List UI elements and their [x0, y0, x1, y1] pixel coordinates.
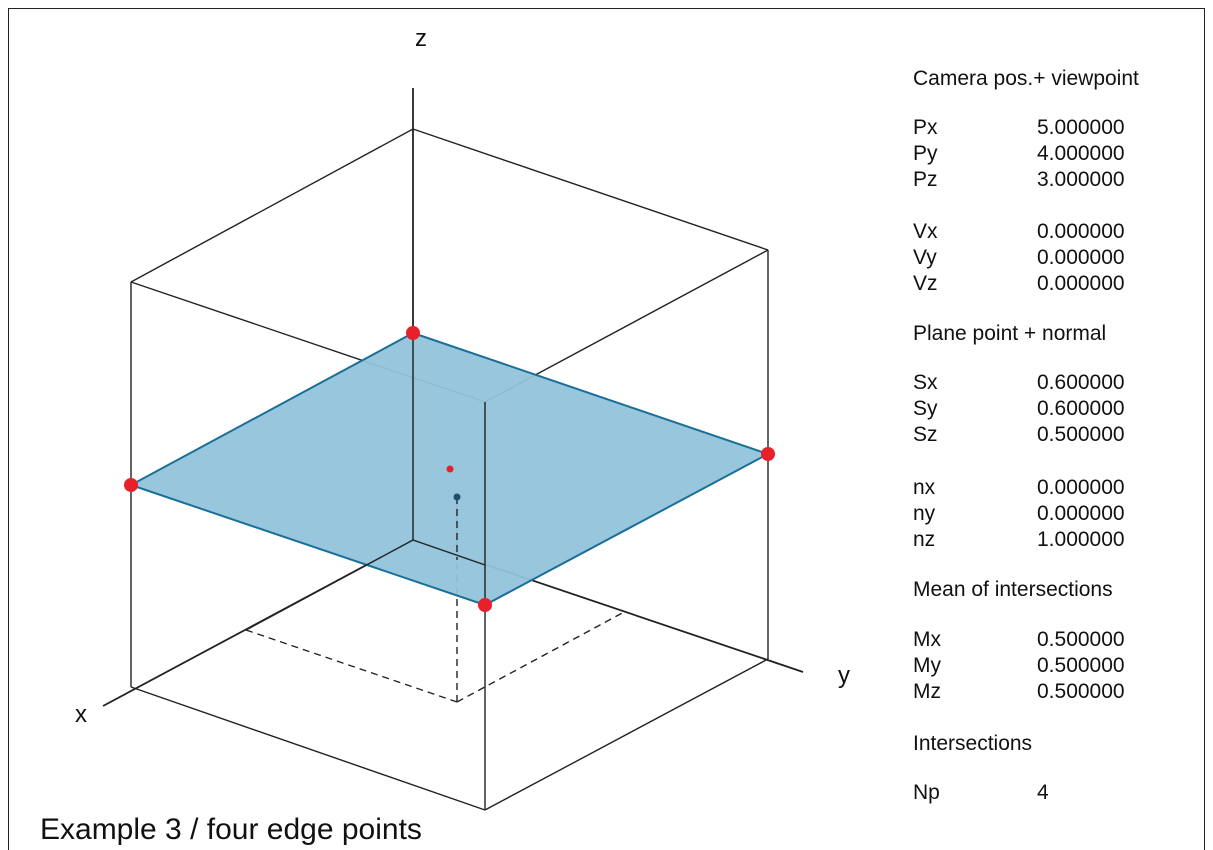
value-row-sy: Sy 0.600000	[913, 396, 1125, 422]
camera-viewpoint-values: Vx 0.000000 Vy 0.000000 Vz 0.000000	[913, 219, 1125, 297]
value-number: 4	[1037, 781, 1049, 804]
value-label: Sz	[913, 423, 938, 446]
value-number: 0.000000	[1037, 272, 1125, 295]
intersections-values: Np 4	[913, 780, 1049, 806]
value-number: 0.500000	[1037, 628, 1125, 651]
value-label: ny	[913, 502, 936, 525]
y-axis-line-through-plane	[412, 539, 486, 566]
value-label: Np	[913, 781, 940, 804]
intersections-heading: Intersections	[913, 732, 1033, 755]
value-number: 0.000000	[1037, 220, 1125, 243]
value-row-px: Px 5.000000	[913, 115, 1125, 141]
value-number: 0.000000	[1037, 476, 1125, 499]
value-label: Sx	[913, 371, 938, 394]
value-row-nz: nz 1.000000	[913, 527, 1125, 553]
value-number: 5.000000	[1037, 116, 1125, 139]
plane-heading: Plane point + normal	[913, 322, 1107, 345]
mean-heading: Mean of intersections	[913, 578, 1113, 601]
value-number: 0.600000	[1037, 371, 1125, 394]
value-row-nx: nx 0.000000	[913, 475, 1125, 501]
value-row-sz: Sz 0.500000	[913, 422, 1125, 448]
y-axis-label: y	[838, 662, 850, 689]
value-label: My	[913, 654, 941, 677]
value-number: 0.500000	[1037, 423, 1125, 446]
value-row-mz: Mz 0.500000	[913, 679, 1125, 705]
z-axis-label: z	[415, 25, 427, 52]
intersection-point	[761, 447, 775, 461]
value-label: Mx	[913, 628, 941, 651]
value-label: Vz	[913, 272, 938, 295]
plane-point-values: Sx 0.600000 Sy 0.600000 Sz 0.500000	[913, 370, 1125, 448]
value-row-ny: ny 0.000000	[913, 501, 1125, 527]
x-axis-line-through-plane	[245, 539, 414, 631]
diagram-caption: Example 3 / four edge points	[40, 813, 422, 846]
value-row-vz: Vz 0.000000	[913, 271, 1125, 297]
value-row-mx: Mx 0.500000	[913, 627, 1125, 653]
value-row-vx: Vx 0.000000	[913, 219, 1125, 245]
value-row-np: Np 4	[913, 780, 1049, 806]
x-axis-label: x	[75, 701, 87, 728]
value-number: 0.000000	[1037, 246, 1125, 269]
value-number: 1.000000	[1037, 528, 1125, 551]
cube-edge	[130, 686, 486, 811]
camera-heading: Camera pos.+ viewpoint	[913, 67, 1139, 90]
plane-point	[446, 465, 454, 473]
value-number: 0.500000	[1037, 680, 1125, 703]
value-number: 4.000000	[1037, 142, 1125, 165]
value-label: nz	[913, 528, 936, 551]
value-label: Mz	[913, 680, 941, 703]
plane-normal-values: nx 0.000000 ny 0.000000 nz 1.000000	[913, 475, 1125, 553]
value-row-my: My 0.500000	[913, 653, 1125, 679]
value-row-vy: Vy 0.000000	[913, 245, 1125, 271]
value-number: 0.000000	[1037, 502, 1125, 525]
diagram-frame	[8, 8, 1205, 850]
value-row-sx: Sx 0.600000	[913, 370, 1125, 396]
intersection-point	[406, 326, 420, 340]
value-label: Sy	[913, 397, 938, 420]
value-label: Py	[913, 142, 938, 165]
camera-position-values: Px 5.000000 Py 4.000000 Pz 3.000000	[913, 115, 1125, 193]
intersection-point	[478, 598, 492, 612]
value-number: 3.000000	[1037, 168, 1125, 191]
projection-dash-y	[456, 610, 627, 703]
value-label: nx	[913, 476, 936, 499]
value-label: Pz	[913, 168, 938, 191]
value-row-pz: Pz 3.000000	[913, 167, 1125, 193]
mean-values: Mx 0.500000 My 0.500000 Mz 0.500000	[913, 627, 1125, 705]
intersection-point	[124, 478, 138, 492]
value-number: 0.600000	[1037, 397, 1125, 420]
cube-edge	[484, 658, 769, 811]
mean-point	[453, 493, 461, 501]
value-label: Px	[913, 116, 938, 139]
value-label: Vy	[913, 246, 937, 269]
projection-dash-x	[245, 629, 458, 703]
value-number: 0.500000	[1037, 654, 1125, 677]
value-label: Vx	[913, 220, 938, 243]
cube-edge	[412, 128, 769, 251]
cube-edge	[130, 128, 414, 283]
value-row-py: Py 4.000000	[913, 141, 1125, 167]
